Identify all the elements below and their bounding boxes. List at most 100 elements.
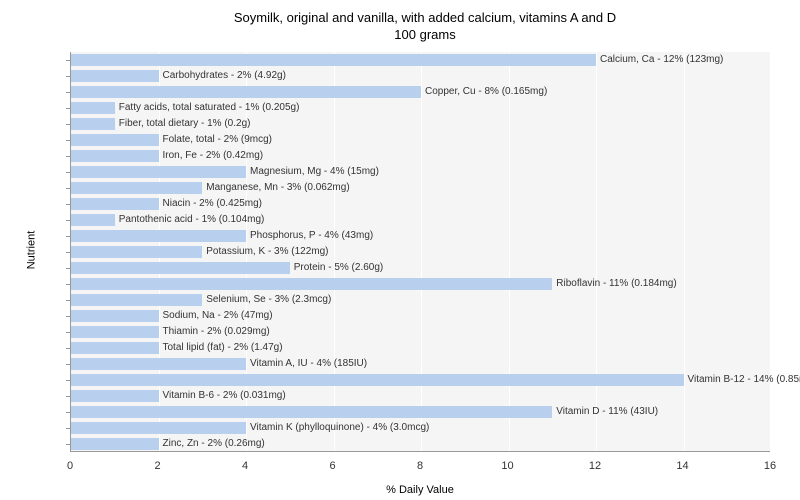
bar-label: Sodium, Na - 2% (47mg) bbox=[159, 310, 273, 321]
bar-row: Protein - 5% (2.60g) bbox=[71, 262, 383, 274]
y-tick bbox=[66, 188, 71, 189]
bar bbox=[71, 262, 290, 274]
y-tick bbox=[66, 108, 71, 109]
bar-label: Riboflavin - 11% (0.184mg) bbox=[552, 278, 676, 289]
bar-row: Vitamin B-12 - 14% (0.85mcg) bbox=[71, 374, 800, 386]
bar bbox=[71, 342, 159, 354]
bar-label: Manganese, Mn - 3% (0.062mg) bbox=[202, 182, 349, 193]
title-line2: 100 grams bbox=[394, 27, 455, 42]
bar-row: Carbohydrates - 2% (4.92g) bbox=[71, 70, 286, 82]
gridline bbox=[421, 52, 422, 451]
y-tick bbox=[66, 444, 71, 445]
bar bbox=[71, 118, 115, 130]
x-axis: 0246810121416 bbox=[70, 460, 770, 478]
bar bbox=[71, 70, 159, 82]
bar-row: Thiamin - 2% (0.029mg) bbox=[71, 326, 270, 338]
bar-row: Vitamin D - 11% (43IU) bbox=[71, 406, 658, 418]
bar-label: Vitamin B-6 - 2% (0.031mg) bbox=[159, 390, 286, 401]
y-tick bbox=[66, 348, 71, 349]
bar-row: Copper, Cu - 8% (0.165mg) bbox=[71, 86, 547, 98]
bar-row: Zinc, Zn - 2% (0.26mg) bbox=[71, 438, 265, 450]
y-tick bbox=[66, 380, 71, 381]
x-tick: 10 bbox=[501, 460, 513, 472]
y-tick bbox=[66, 300, 71, 301]
bar-label: Phosphorus, P - 4% (43mg) bbox=[246, 230, 373, 241]
bar bbox=[71, 358, 246, 370]
y-tick bbox=[66, 140, 71, 141]
gridline bbox=[509, 52, 510, 451]
bar-label: Thiamin - 2% (0.029mg) bbox=[159, 326, 270, 337]
bar-label: Folate, total - 2% (9mcg) bbox=[159, 134, 272, 145]
bar-row: Niacin - 2% (0.425mg) bbox=[71, 198, 262, 210]
y-tick bbox=[66, 76, 71, 77]
bar bbox=[71, 134, 159, 146]
bar bbox=[71, 438, 159, 450]
bar bbox=[71, 54, 596, 66]
bar-label: Zinc, Zn - 2% (0.26mg) bbox=[159, 438, 265, 449]
bar-row: Vitamin K (phylloquinone) - 4% (3.0mcg) bbox=[71, 422, 429, 434]
bar-label: Carbohydrates - 2% (4.92g) bbox=[159, 70, 286, 81]
y-tick bbox=[66, 428, 71, 429]
bar bbox=[71, 102, 115, 114]
bar-label: Fatty acids, total saturated - 1% (0.205… bbox=[115, 102, 300, 113]
y-tick bbox=[66, 124, 71, 125]
bar-row: Vitamin A, IU - 4% (185IU) bbox=[71, 358, 367, 370]
bar-row: Vitamin B-6 - 2% (0.031mg) bbox=[71, 390, 286, 402]
bar-label: Potassium, K - 3% (122mg) bbox=[202, 246, 328, 257]
y-tick bbox=[66, 172, 71, 173]
bar-row: Folate, total - 2% (9mcg) bbox=[71, 134, 272, 146]
bar bbox=[71, 374, 684, 386]
x-axis-label: % Daily Value bbox=[70, 484, 770, 496]
bar-row: Magnesium, Mg - 4% (15mg) bbox=[71, 166, 379, 178]
bar bbox=[71, 422, 246, 434]
bar-row: Selenium, Se - 3% (2.3mcg) bbox=[71, 294, 331, 306]
bar bbox=[71, 246, 202, 258]
bar bbox=[71, 390, 159, 402]
y-tick bbox=[66, 236, 71, 237]
bar-label: Niacin - 2% (0.425mg) bbox=[159, 198, 262, 209]
plot-area: Calcium, Ca - 12% (123mg) Carbohydrates -… bbox=[70, 52, 770, 452]
gridline bbox=[334, 52, 335, 451]
bar-row: Fiber, total dietary - 1% (0.2g) bbox=[71, 118, 250, 130]
bar bbox=[71, 326, 159, 338]
y-axis-label: Nutrient bbox=[25, 231, 37, 270]
x-tick: 12 bbox=[589, 460, 601, 472]
x-tick: 14 bbox=[676, 460, 688, 472]
bar-label: Fiber, total dietary - 1% (0.2g) bbox=[115, 118, 251, 129]
x-tick: 16 bbox=[764, 460, 776, 472]
bar bbox=[71, 406, 552, 418]
x-tick: 4 bbox=[242, 460, 248, 472]
bar-row: Phosphorus, P - 4% (43mg) bbox=[71, 230, 373, 242]
bar-row: Calcium, Ca - 12% (123mg) bbox=[71, 54, 723, 66]
bar-row: Riboflavin - 11% (0.184mg) bbox=[71, 278, 677, 290]
y-tick bbox=[66, 204, 71, 205]
chart-container: Soymilk, original and vanilla, with adde… bbox=[0, 0, 800, 500]
bar-label: Protein - 5% (2.60g) bbox=[290, 262, 384, 273]
bar-label: Magnesium, Mg - 4% (15mg) bbox=[246, 166, 379, 177]
bar bbox=[71, 310, 159, 322]
bar-label: Pantothenic acid - 1% (0.104mg) bbox=[115, 214, 265, 225]
title-line1: Soymilk, original and vanilla, with adde… bbox=[234, 10, 616, 25]
x-tick: 8 bbox=[417, 460, 423, 472]
bar-label: Vitamin D - 11% (43IU) bbox=[552, 406, 658, 417]
bar bbox=[71, 86, 421, 98]
bar-label: Vitamin A, IU - 4% (185IU) bbox=[246, 358, 367, 369]
bar-label: Selenium, Se - 3% (2.3mcg) bbox=[202, 294, 331, 305]
y-tick bbox=[66, 220, 71, 221]
bar-row: Iron, Fe - 2% (0.42mg) bbox=[71, 150, 263, 162]
y-tick bbox=[66, 156, 71, 157]
bar bbox=[71, 214, 115, 226]
x-tick: 2 bbox=[154, 460, 160, 472]
bar-label: Calcium, Ca - 12% (123mg) bbox=[596, 54, 723, 65]
y-tick bbox=[66, 284, 71, 285]
y-tick bbox=[66, 316, 71, 317]
y-tick bbox=[66, 364, 71, 365]
bar bbox=[71, 166, 246, 178]
y-tick bbox=[66, 60, 71, 61]
bar bbox=[71, 182, 202, 194]
bar-row: Fatty acids, total saturated - 1% (0.205… bbox=[71, 102, 299, 114]
y-tick bbox=[66, 396, 71, 397]
y-tick bbox=[66, 268, 71, 269]
gridline bbox=[684, 52, 685, 451]
y-tick bbox=[66, 332, 71, 333]
